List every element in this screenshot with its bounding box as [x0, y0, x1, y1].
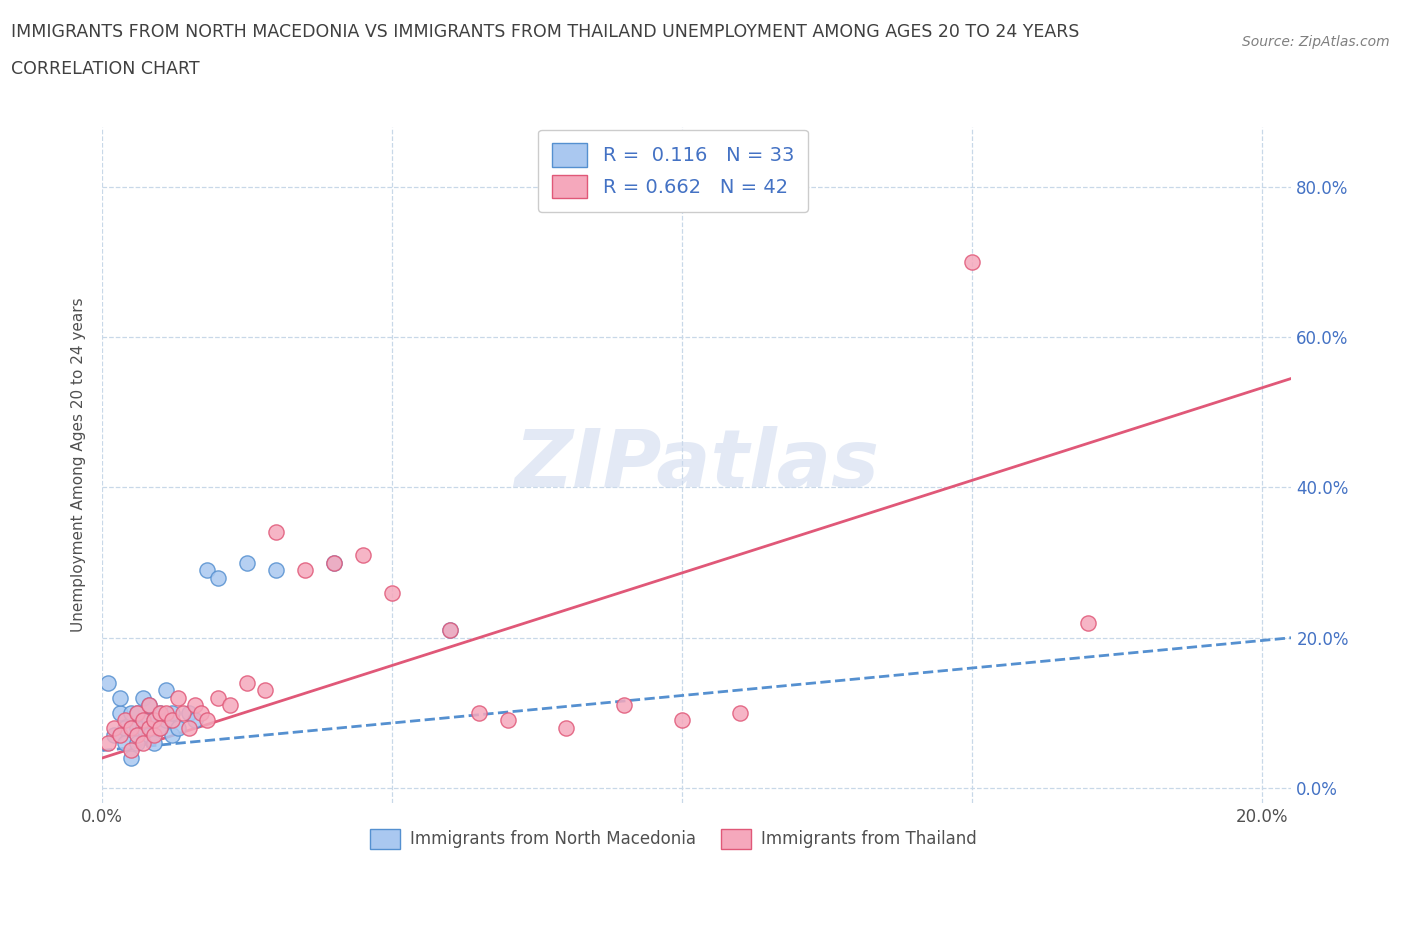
Point	[179, 706, 201, 721]
Point	[125, 728, 148, 743]
Point	[498, 713, 520, 728]
Point	[143, 736, 166, 751]
Point	[120, 721, 142, 736]
Point	[294, 563, 316, 578]
Point	[352, 548, 374, 563]
Point	[138, 721, 160, 736]
Point	[184, 713, 207, 728]
Point	[160, 706, 183, 721]
Y-axis label: Unemployment Among Ages 20 to 24 years: Unemployment Among Ages 20 to 24 years	[72, 298, 86, 632]
Point	[138, 698, 160, 712]
Point	[179, 721, 201, 736]
Point	[195, 563, 218, 578]
Point	[190, 706, 212, 721]
Point	[114, 721, 136, 736]
Point	[125, 706, 148, 721]
Point	[207, 690, 229, 705]
Point	[138, 698, 160, 712]
Point	[195, 713, 218, 728]
Point	[120, 706, 142, 721]
Point	[155, 683, 177, 698]
Point	[143, 713, 166, 728]
Point	[97, 675, 120, 690]
Point	[160, 728, 183, 743]
Text: IMMIGRANTS FROM NORTH MACEDONIA VS IMMIGRANTS FROM THAILAND UNEMPLOYMENT AMONG A: IMMIGRANTS FROM NORTH MACEDONIA VS IMMIG…	[11, 23, 1080, 41]
Point	[381, 585, 404, 600]
Point	[149, 721, 172, 736]
Point	[132, 713, 155, 728]
Point	[671, 713, 693, 728]
Point	[323, 555, 346, 570]
Point	[138, 728, 160, 743]
Point	[132, 690, 155, 705]
Point	[108, 728, 131, 743]
Point	[218, 698, 240, 712]
Point	[439, 623, 461, 638]
Text: Source: ZipAtlas.com: Source: ZipAtlas.com	[1241, 35, 1389, 49]
Point	[125, 721, 148, 736]
Point	[264, 563, 287, 578]
Point	[125, 736, 148, 751]
Point	[108, 690, 131, 705]
Point	[155, 713, 177, 728]
Point	[236, 555, 259, 570]
Point	[468, 706, 491, 721]
Point	[108, 706, 131, 721]
Point	[236, 675, 259, 690]
Point	[207, 570, 229, 585]
Point	[114, 736, 136, 751]
Point	[138, 713, 160, 728]
Point	[184, 698, 207, 712]
Point	[555, 721, 578, 736]
Point	[253, 683, 276, 698]
Point	[103, 728, 125, 743]
Point	[149, 706, 172, 721]
Point	[730, 706, 752, 721]
Point	[439, 623, 461, 638]
Point	[114, 713, 136, 728]
Point	[120, 751, 142, 765]
Point	[120, 743, 142, 758]
Point	[143, 728, 166, 743]
Point	[172, 706, 194, 721]
Point	[103, 721, 125, 736]
Point	[160, 713, 183, 728]
Point	[166, 721, 188, 736]
Point	[264, 525, 287, 540]
Point	[149, 706, 172, 721]
Point	[166, 690, 188, 705]
Point	[143, 713, 166, 728]
Point	[155, 706, 177, 721]
Point	[132, 736, 155, 751]
Text: CORRELATION CHART: CORRELATION CHART	[11, 60, 200, 78]
Point	[962, 255, 984, 270]
Point	[1077, 616, 1099, 631]
Point	[97, 736, 120, 751]
Point	[125, 706, 148, 721]
Point	[132, 721, 155, 736]
Point	[613, 698, 636, 712]
Text: ZIPatlas: ZIPatlas	[515, 426, 879, 504]
Point	[149, 721, 172, 736]
Legend: Immigrants from North Macedonia, Immigrants from Thailand: Immigrants from North Macedonia, Immigra…	[363, 822, 983, 856]
Point	[323, 555, 346, 570]
